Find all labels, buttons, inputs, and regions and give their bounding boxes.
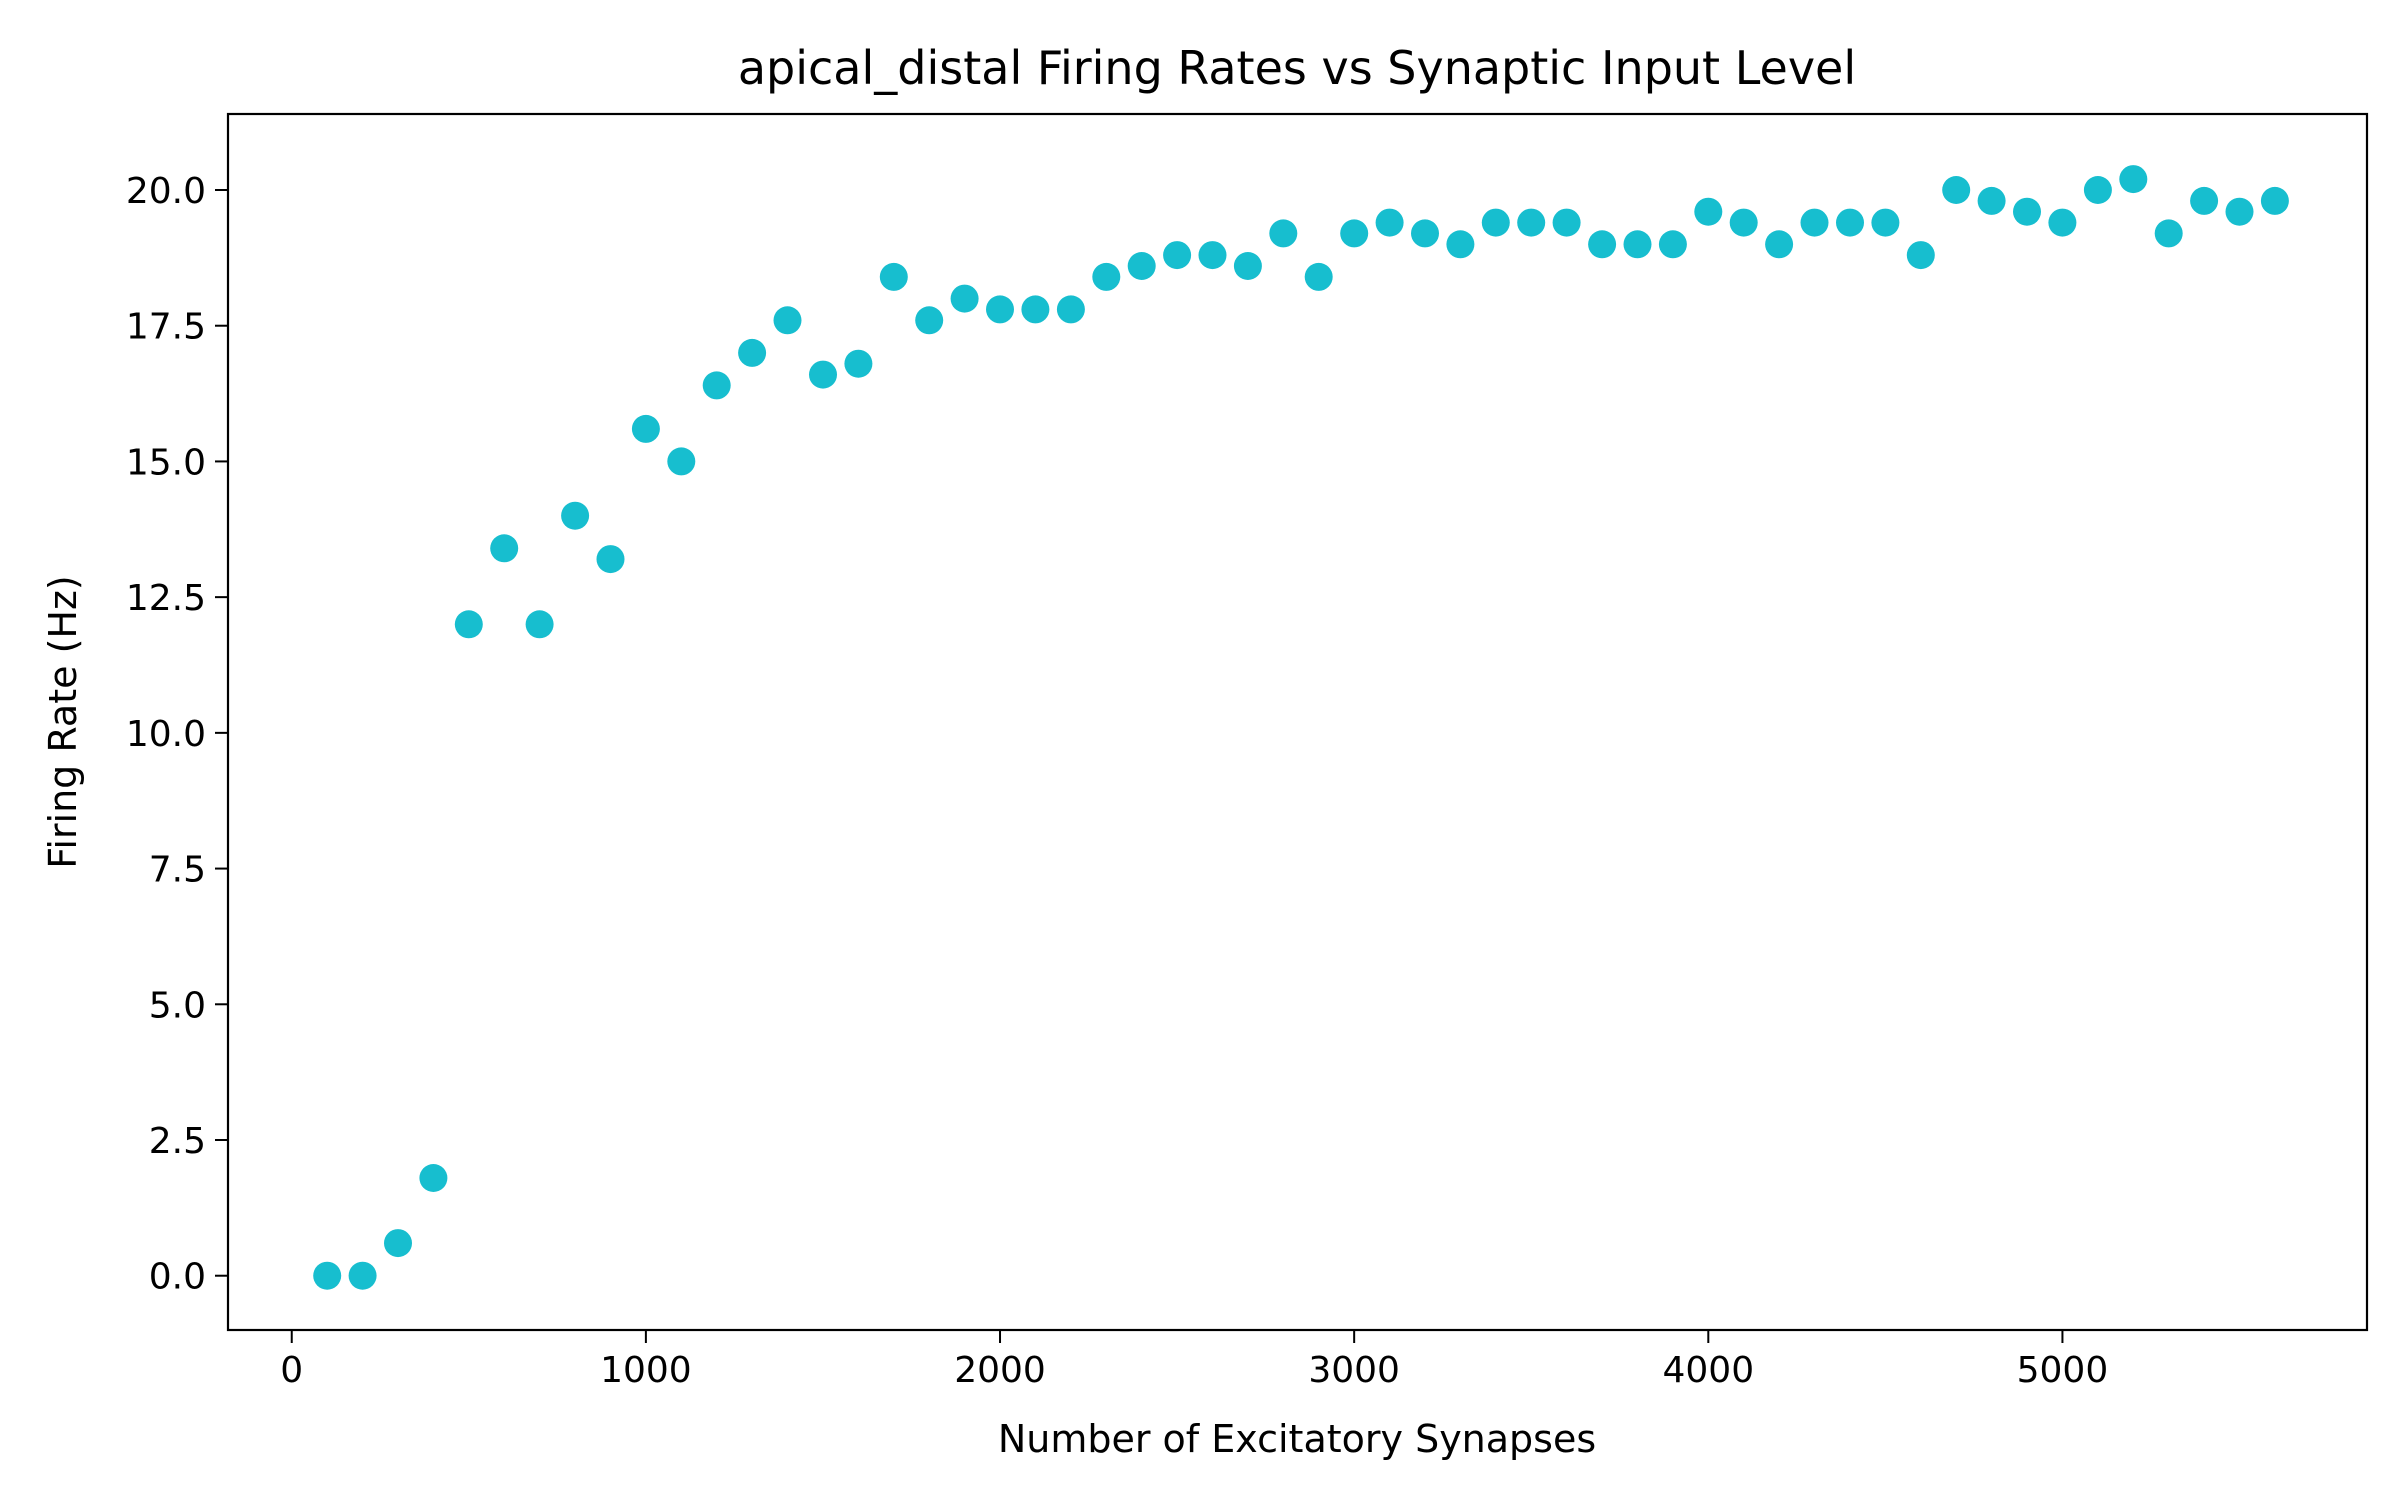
data-point <box>1517 208 1546 237</box>
data-point <box>1056 295 1085 324</box>
data-point <box>1411 219 1439 248</box>
data-point <box>384 1229 412 1258</box>
data-point <box>773 306 802 335</box>
data-point <box>596 545 625 574</box>
data-point <box>1588 230 1617 259</box>
data-point <box>1765 230 1794 259</box>
y-tick-label: 17.5 <box>126 307 206 348</box>
data-point <box>1800 208 1829 237</box>
data-point <box>525 610 554 639</box>
y-tick-label: 10.0 <box>126 714 206 755</box>
x-axis-label: Number of Excitatory Synapses <box>998 1417 1596 1461</box>
data-point <box>2119 165 2148 194</box>
chart-title: apical_distal Firing Rates vs Synaptic I… <box>738 41 1856 95</box>
data-point <box>1481 208 1510 237</box>
data-point <box>738 338 767 367</box>
data-point <box>1198 241 1227 270</box>
data-point <box>2048 208 2077 237</box>
y-axis-label: Firing Rate (Hz) <box>41 575 85 869</box>
data-point <box>419 1164 448 1192</box>
data-point <box>1729 208 1758 237</box>
y-tick-label: 5.0 <box>149 985 206 1026</box>
data-point <box>490 534 519 563</box>
data-point <box>702 371 731 400</box>
data-point <box>809 360 837 389</box>
data-point <box>1233 252 1262 280</box>
data-point <box>1694 197 1723 226</box>
data-point <box>1977 186 2006 215</box>
data-point <box>1269 219 1298 248</box>
data-point <box>1942 176 1971 204</box>
data-point <box>1871 208 1900 237</box>
data-point <box>667 447 696 476</box>
x-tick-label: 5000 <box>2017 1350 2109 1391</box>
data-point <box>950 284 979 313</box>
x-axis-ticks: 0 1000 2000 3000 4000 5000 <box>280 1330 2108 1391</box>
data-point <box>1375 208 1404 237</box>
data-point <box>561 501 590 530</box>
data-point <box>454 610 483 639</box>
data-point <box>1092 262 1121 291</box>
data-point <box>2190 186 2219 215</box>
x-tick-label: 0 <box>280 1350 303 1391</box>
data-point <box>879 262 908 291</box>
data-point <box>915 306 944 335</box>
data-point <box>2260 186 2289 215</box>
data-point <box>2013 197 2041 226</box>
data-point <box>1127 252 1156 280</box>
data-point <box>1552 208 1581 237</box>
data-point <box>1623 230 1652 259</box>
data-point <box>844 349 873 378</box>
data-point <box>348 1261 377 1290</box>
data-point <box>1340 219 1369 248</box>
y-tick-label: 15.0 <box>126 442 206 483</box>
x-tick-label: 3000 <box>1308 1350 1400 1391</box>
data-point <box>1658 230 1687 259</box>
y-tick-label: 12.5 <box>126 578 206 619</box>
x-tick-label: 1000 <box>600 1350 692 1391</box>
data-point <box>2225 197 2254 226</box>
data-point <box>2154 219 2183 248</box>
data-point <box>2083 176 2112 204</box>
data-points <box>313 165 2289 1290</box>
data-point <box>313 1261 342 1290</box>
plot-frame <box>226 112 2369 1332</box>
y-axis-ticks: 0.0 2.5 5.0 7.5 10.0 12.5 15.0 17.5 20.0 <box>126 171 228 1298</box>
data-point <box>1836 208 1864 237</box>
y-tick-label: 0.0 <box>149 1257 206 1298</box>
y-tick-label: 7.5 <box>149 850 206 891</box>
y-tick-label: 20.0 <box>126 171 206 212</box>
data-point <box>1906 241 1935 270</box>
data-point <box>1021 295 1050 324</box>
data-point <box>631 414 660 443</box>
y-tick-label: 2.5 <box>149 1121 206 1162</box>
data-point <box>1304 262 1333 291</box>
x-tick-label: 4000 <box>1662 1350 1754 1391</box>
data-point <box>1163 241 1192 270</box>
data-point <box>986 295 1014 324</box>
data-point <box>1446 230 1475 259</box>
x-tick-label: 2000 <box>954 1350 1046 1391</box>
